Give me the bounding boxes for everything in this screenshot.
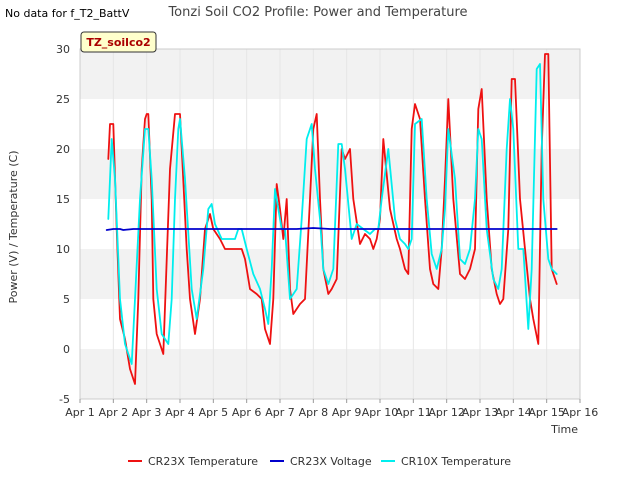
- x-axis-label: Time: [550, 423, 578, 436]
- y-tick-label: -5: [59, 393, 70, 406]
- x-tick-label: Apr 11: [395, 406, 432, 419]
- site-badge-box: [80, 31, 157, 53]
- legend-label-cr23x-temperature: CR23X Temperature: [148, 455, 258, 468]
- grid-bands: [80, 49, 580, 399]
- y-axis-label: Power (V) / Temperature (C): [7, 150, 20, 303]
- x-axis: Apr 1 Apr 2 Apr 3 Apr 4 Apr 5 Apr 6 Apr 7 Apr 8…: [65, 399, 598, 419]
- x-tick-label: Apr 7: [265, 406, 295, 419]
- x-tick-label: Apr 16: [562, 406, 599, 419]
- series-line-cr23x-temperature: [107, 53, 558, 385]
- x-tick-label: Apr 9: [332, 406, 362, 419]
- grid-band: [80, 199, 580, 249]
- legend-label-cr23x-voltage: CR23X Voltage: [290, 455, 372, 468]
- y-tick-label: 15: [56, 193, 70, 206]
- y-tick-label: 25: [56, 93, 70, 106]
- no-data-note: No data for f_T2_BattV: [5, 7, 130, 20]
- plot-border: [79, 48, 581, 400]
- x-tick-label: Apr 6: [232, 406, 262, 419]
- site-badge: TZ_soilco2: [80, 31, 157, 53]
- x-tick-label: Apr 3: [132, 406, 162, 419]
- y-axis: -5 0 5 10 15 20 25 30: [56, 43, 70, 406]
- x-tick-label: Apr 12: [428, 406, 465, 419]
- y-tick-label: 20: [56, 143, 70, 156]
- series-line-cr10x-temperature: [107, 63, 558, 365]
- y-tick-label: 5: [63, 293, 70, 306]
- y-tick-label: 30: [56, 43, 70, 56]
- x-tick-label: Apr 4: [165, 406, 195, 419]
- grid-band: [80, 49, 580, 99]
- y-tick-label: 0: [63, 343, 70, 356]
- x-tick-label: Apr 1: [65, 406, 95, 419]
- grid-band: [80, 149, 580, 199]
- series-layer: [105, 53, 558, 385]
- x-tick-label: Apr 13: [462, 406, 499, 419]
- x-tick-label: Apr 10: [362, 406, 399, 419]
- legend-label-cr10x-temperature: CR10X Temperature: [401, 455, 511, 468]
- grid-band: [80, 349, 580, 399]
- site-badge-label: TZ_soilco2: [86, 36, 150, 49]
- grid-band: [80, 99, 580, 149]
- series-line-cr23x-voltage: [105, 227, 558, 231]
- x-tick-label: Apr 8: [299, 406, 329, 419]
- y-tick-label: 10: [56, 243, 70, 256]
- x-tick-label: Apr 15: [528, 406, 565, 419]
- legend: CR23X Temperature CR23X Voltage CR10X Te…: [128, 455, 511, 468]
- x-tick-label: Apr 5: [199, 406, 229, 419]
- x-tick-label: Apr 2: [99, 406, 129, 419]
- x-tick-label: Apr 14: [495, 406, 532, 419]
- chart-title: Tonzi Soil CO2 Profile: Power and Temper…: [167, 5, 467, 20]
